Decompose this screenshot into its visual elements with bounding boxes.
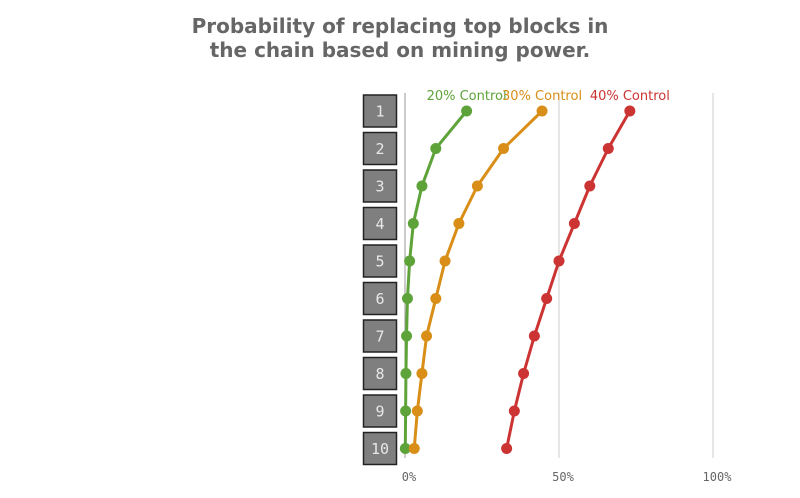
block-number-label: 4 [375, 215, 384, 233]
data-point [399, 443, 411, 454]
block-box [362, 131, 398, 166]
data-point [624, 105, 636, 117]
x-tick-label: 50% [552, 470, 574, 484]
block-number-label: 8 [375, 365, 384, 383]
block-box [362, 244, 398, 278]
block-number-label: 5 [375, 253, 384, 271]
data-point [411, 405, 423, 417]
block-number-label: 6 [375, 290, 384, 308]
block-box [362, 431, 398, 466]
data-point [408, 443, 420, 454]
block-box [362, 394, 398, 428]
series-layer [399, 105, 636, 454]
data-point [407, 218, 419, 229]
series-line [412, 109, 544, 449]
data-point [461, 105, 473, 117]
series-line [403, 110, 468, 449]
series-label: 30% Control [502, 89, 582, 104]
block-box [362, 206, 398, 241]
data-point [416, 368, 428, 379]
grid: 0% 50% 100% [402, 93, 732, 484]
data-point [553, 255, 565, 267]
data-point [568, 218, 580, 229]
data-point [439, 255, 451, 267]
block-number-label: 10 [371, 440, 389, 458]
data-point [404, 255, 416, 267]
data-point [584, 180, 596, 192]
data-point [401, 330, 413, 342]
x-tick-label: 100% [703, 470, 733, 484]
series-label: 20% Control [427, 89, 507, 104]
data-point [602, 143, 614, 154]
block-box [362, 169, 398, 203]
data-point [430, 293, 442, 304]
block-number-label: 1 [375, 103, 384, 121]
data-point [400, 405, 412, 417]
series-label: 40% Control [590, 89, 670, 104]
data-point [401, 293, 413, 304]
block-number-label: 7 [375, 328, 384, 346]
data-point [416, 180, 428, 192]
data-point [498, 143, 510, 154]
data-point [421, 330, 433, 342]
block-number-label: 3 [375, 178, 384, 196]
data-point [541, 293, 553, 304]
block-column: 1 2 3 4 5 6 7 8 9 10 [362, 94, 398, 466]
data-point [453, 218, 465, 229]
data-point [508, 405, 520, 417]
block-box [362, 319, 398, 353]
chart-title-line-1: Probability of replacing top blocks in [191, 14, 609, 38]
block-box [362, 94, 398, 128]
data-point [518, 368, 530, 379]
block-box [362, 356, 398, 391]
data-point [536, 105, 548, 117]
data-point [471, 180, 483, 192]
block-number-label: 9 [375, 403, 384, 421]
data-point [501, 443, 513, 454]
chart-title: Probability of replacing top blocks in t… [0, 14, 800, 62]
data-point [430, 143, 442, 154]
data-point [528, 330, 540, 342]
x-tick-label: 0% [402, 470, 417, 484]
block-box [362, 281, 398, 316]
series-line [505, 110, 632, 449]
block-number-label: 2 [375, 140, 384, 158]
data-point [400, 368, 412, 379]
chart-title-line-2: the chain based on mining power. [209, 38, 591, 62]
